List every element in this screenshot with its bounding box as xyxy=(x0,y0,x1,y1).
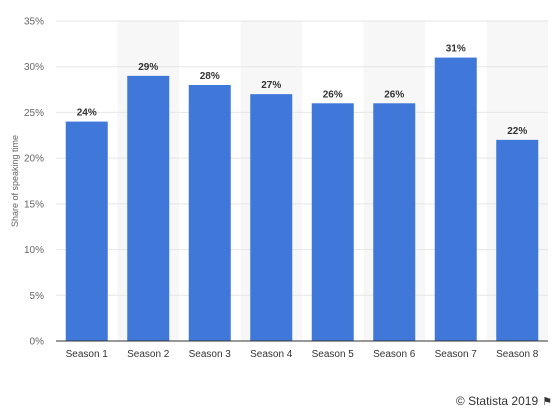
y-tick-label: 5% xyxy=(30,291,45,302)
bar[interactable] xyxy=(434,57,477,341)
x-category-label: Season 1 xyxy=(66,349,109,360)
data-label: 26% xyxy=(384,89,404,100)
bar[interactable] xyxy=(373,103,416,342)
x-category-label: Season 2 xyxy=(127,349,170,360)
bar[interactable] xyxy=(188,85,231,341)
y-tick-label: 30% xyxy=(24,62,44,73)
data-label: 22% xyxy=(507,126,527,137)
x-category-label: Season 3 xyxy=(189,349,232,360)
bar[interactable] xyxy=(311,103,354,342)
x-category-label: Season 4 xyxy=(250,349,293,360)
x-axis-categories: Season 1 Season 2 Season 3 Season 4 Season 5… xyxy=(66,349,539,360)
x-category-label: Season 6 xyxy=(373,349,416,360)
x-category-label: Season 7 xyxy=(435,349,478,360)
bar[interactable] xyxy=(250,94,293,342)
y-tick-label: 10% xyxy=(24,245,44,256)
credit-text: © Statista 2019 xyxy=(455,394,539,408)
data-label: 28% xyxy=(200,71,220,82)
data-label: 31% xyxy=(446,44,466,55)
y-axis-label: Share of speaking time xyxy=(10,135,20,227)
bars xyxy=(65,57,539,342)
y-axis-ticks: 0% 5% 10% 15% 20% 25% 30% 35% xyxy=(24,17,44,348)
bar[interactable] xyxy=(127,75,170,341)
y-tick-label: 25% xyxy=(24,108,44,119)
bar[interactable] xyxy=(496,139,539,341)
bar[interactable] xyxy=(65,121,108,341)
y-tick-label: 20% xyxy=(24,154,44,165)
data-label: 26% xyxy=(323,89,343,100)
flag-icon: ⚑ xyxy=(542,395,552,408)
y-tick-label: 15% xyxy=(24,199,44,210)
data-label: 29% xyxy=(138,62,158,73)
data-label: 27% xyxy=(261,80,281,91)
y-tick-label: 35% xyxy=(24,17,44,28)
statista-credit[interactable]: © Statista 2019 ⚑ xyxy=(456,394,552,408)
data-label: 24% xyxy=(77,108,97,119)
x-category-label: Season 8 xyxy=(496,349,539,360)
x-category-label: Season 5 xyxy=(312,349,355,360)
y-tick-label: 0% xyxy=(30,337,45,348)
data-labels: 24% 29% 28% 27% 26% 26% 31% 22% xyxy=(77,44,528,137)
